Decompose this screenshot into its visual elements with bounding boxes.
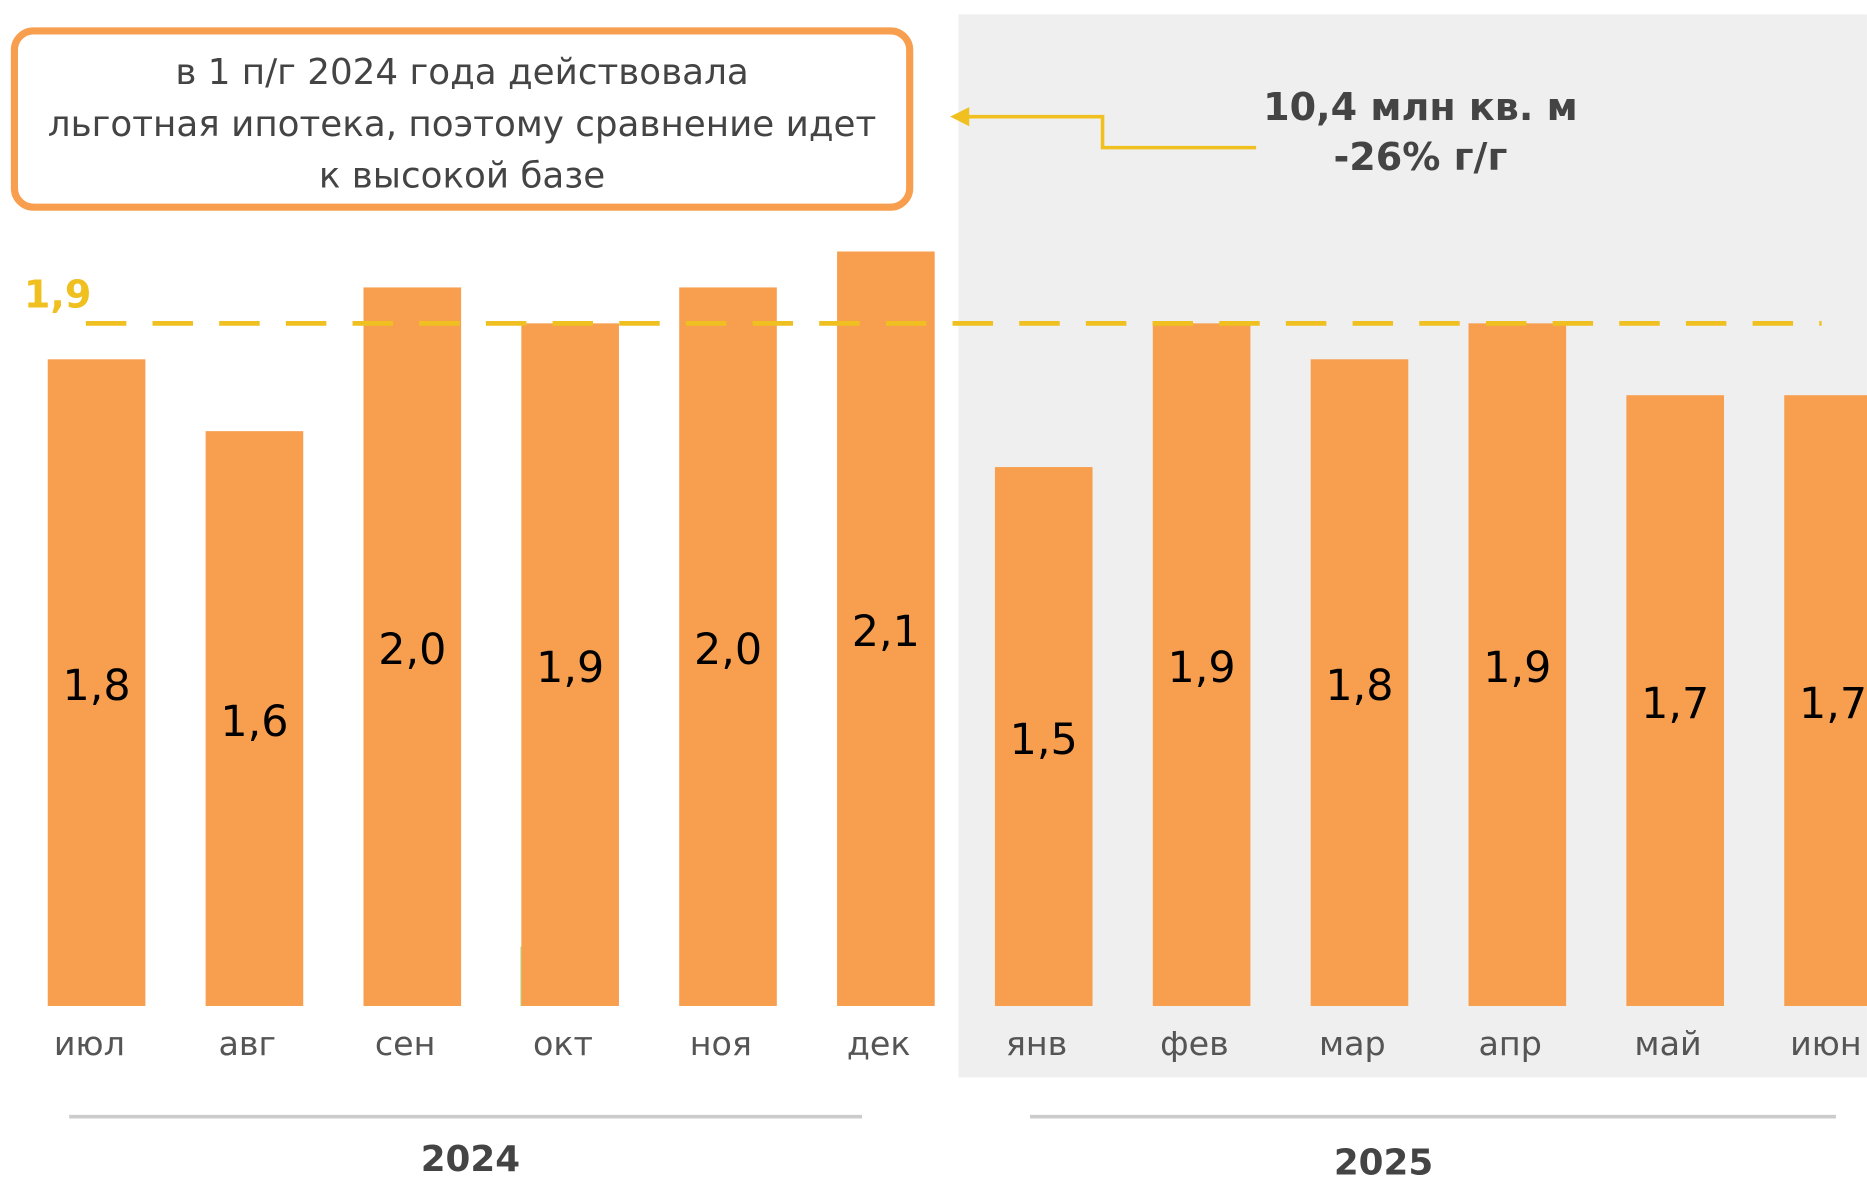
callout-line: -26% г/г [1333,135,1507,179]
value-label: 1,8 [1325,661,1393,711]
x-tick-label: июн [1790,1024,1862,1063]
reference-label: 1,9 [24,273,91,317]
x-tick-label: янв [1006,1024,1067,1063]
value-label: 2,1 [852,607,920,657]
x-tick-label: апр [1479,1024,1542,1063]
value-label: 2,0 [378,625,446,675]
x-tick-label: авг [218,1024,276,1063]
x-tick-label: мар [1319,1024,1386,1063]
group-label: 2024 [421,1139,520,1180]
callout-arrow [966,114,1257,150]
x-tick-label: дек [847,1024,911,1063]
value-label: 2,0 [694,625,762,675]
bar [47,359,146,1006]
bar [679,287,777,1006]
bar [363,287,462,1006]
bar [1152,323,1251,1006]
note-line: льготная ипотека, поэтому сравнение идет [48,104,876,145]
bar [994,467,1093,1006]
bar [521,323,619,1006]
x-tick-label: сен [375,1024,436,1063]
value-label: 1,5 [1010,715,1078,765]
x-tick-label: окт [533,1024,593,1063]
note-line: к высокой базе [319,155,605,196]
group-label: 2025 [1334,1142,1433,1181]
arrow-head [950,107,970,127]
value-label: 1,7 [1641,679,1709,729]
note-box [10,27,914,211]
value-label: 1,9 [536,643,604,693]
value-label: 1,7 [1799,679,1867,729]
x-tick-label: фев [1160,1024,1229,1063]
bar [1784,395,1867,1006]
bar [1310,359,1409,1006]
bar [1468,323,1567,1006]
value-label: 1,9 [1168,643,1236,693]
callout-line: 10,4 млн кв. м [1263,85,1578,129]
bar [205,431,304,1006]
value-label: 1,8 [62,661,130,711]
value-label: 1,9 [1483,643,1551,693]
x-tick-label: май [1634,1024,1701,1063]
note-line: в 1 п/г 2024 года действовала [175,52,748,93]
x-tick-label: ноя [690,1024,752,1063]
value-label: 1,6 [220,697,288,747]
bar [1626,395,1725,1006]
x-tick-label: июл [54,1024,125,1063]
bar [837,251,935,1006]
